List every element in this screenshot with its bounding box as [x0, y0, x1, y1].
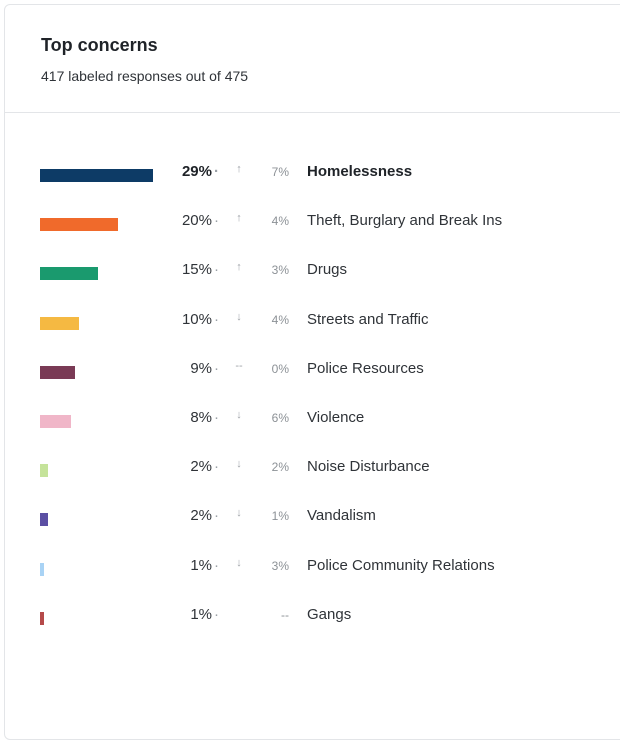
- concern-change: 3%: [271, 263, 289, 278]
- concern-change: 4%: [271, 214, 289, 229]
- concern-change: 7%: [271, 165, 289, 179]
- concern-label: Vandalism: [307, 507, 376, 525]
- concern-bar: [40, 414, 71, 428]
- concern-change: 0%: [271, 361, 289, 376]
- concern-change: 1%: [271, 509, 289, 524]
- concern-change: --: [281, 607, 289, 622]
- concern-row: 2% · ↓ 1% Vandalism: [5, 483, 620, 532]
- concern-row: 9% · -- 0% Police Resources: [5, 336, 620, 385]
- concern-row: 20% · ↑ 4% Theft, Burglary and Break Ins: [5, 188, 620, 237]
- separator-dot: ·: [214, 408, 219, 426]
- separator-dot: ·: [214, 261, 219, 279]
- concern-label: Police Resources: [307, 359, 424, 377]
- concern-label: Violence: [307, 408, 365, 426]
- concern-percent-value: 1%: [190, 556, 212, 574]
- concern-percent-value: 1%: [190, 605, 212, 623]
- separator-dot: ·: [214, 359, 219, 377]
- concern-percent: 10% ·: [137, 311, 219, 328]
- concern-percent-value: 2%: [190, 507, 212, 525]
- concern-bar: [40, 562, 44, 576]
- concern-row: 1% · ↓ 3% Police Community Relations: [5, 533, 620, 582]
- trend-arrow-icon: ↓: [236, 507, 242, 520]
- concerns-list: 29% · ↑ 7% Homelessness 20% · ↑ 4% Theft, Burglar…: [5, 113, 620, 631]
- trend-arrow-icon: ↓: [236, 556, 242, 569]
- concern-percent-value: 9%: [190, 359, 212, 377]
- trend-arrow-icon: ↓: [236, 310, 242, 323]
- separator-dot: ·: [214, 163, 219, 180]
- concern-bar: [40, 218, 118, 232]
- concern-percent-value: 10%: [181, 310, 212, 328]
- concern-percent: 2% ·: [137, 458, 219, 475]
- separator-dot: ·: [214, 212, 219, 230]
- concern-change: 3%: [271, 558, 289, 573]
- separator-dot: ·: [214, 310, 219, 328]
- concern-percent: 15% ·: [137, 261, 219, 278]
- concern-label: Theft, Burglary and Break Ins: [307, 212, 503, 230]
- concern-bar: [40, 365, 75, 379]
- trend-arrow-icon: ↑: [236, 212, 242, 225]
- concern-bar: [40, 464, 48, 478]
- concern-label: Noise Disturbance: [307, 458, 430, 476]
- card-header: Top concerns 417 labeled responses out o…: [5, 5, 620, 113]
- concern-row: 10% · ↓ 4% Streets and Traffic: [5, 287, 620, 336]
- concern-row: 29% · ↑ 7% Homelessness: [5, 139, 620, 188]
- concern-percent: 29% ·: [137, 163, 219, 180]
- concern-label: Police Community Relations: [307, 556, 495, 574]
- concern-row: 15% · ↑ 3% Drugs: [5, 237, 620, 286]
- concern-row: 2% · ↓ 2% Noise Disturbance: [5, 434, 620, 483]
- concern-percent: 1% ·: [137, 606, 219, 623]
- trend-arrow-icon: ↓: [236, 408, 242, 421]
- concern-percent-value: 2%: [190, 458, 212, 476]
- concern-percent: 8% ·: [137, 409, 219, 426]
- concern-percent: 20% ·: [137, 212, 219, 229]
- card-title: Top concerns: [41, 35, 158, 55]
- concern-percent: 1% ·: [137, 557, 219, 574]
- concern-percent: 9% ·: [137, 360, 219, 377]
- concern-bar: [40, 267, 98, 281]
- trend-arrow-icon: ↓: [236, 458, 242, 471]
- concern-change: 6%: [271, 410, 289, 425]
- concern-percent: 2% ·: [137, 507, 219, 524]
- trend-arrow-icon: ↑: [236, 261, 242, 274]
- concern-label: Streets and Traffic: [307, 310, 429, 328]
- concern-percent-value: 20%: [181, 212, 212, 230]
- concern-label: Drugs: [307, 261, 348, 279]
- concern-change: 2%: [271, 460, 289, 475]
- concern-row: 1% · -- Gangs: [5, 582, 620, 631]
- concern-row: 8% · ↓ 6% Violence: [5, 385, 620, 434]
- trend-arrow-icon: --: [235, 359, 243, 372]
- concern-percent-value: 15%: [181, 261, 212, 279]
- top-concerns-card: Top concerns 417 labeled responses out o…: [4, 4, 620, 740]
- concern-bar: [40, 316, 79, 330]
- concern-percent-value: 8%: [190, 408, 212, 426]
- concern-change: 4%: [271, 312, 289, 327]
- separator-dot: ·: [214, 556, 219, 574]
- concern-bar: [40, 611, 44, 625]
- separator-dot: ·: [214, 507, 219, 525]
- concern-bar: [40, 169, 153, 182]
- separator-dot: ·: [214, 458, 219, 476]
- separator-dot: ·: [214, 605, 219, 623]
- concern-bar: [40, 513, 48, 527]
- concern-label: Gangs: [307, 605, 352, 623]
- concern-percent-value: 29%: [181, 163, 212, 180]
- trend-arrow-icon: ↑: [236, 163, 242, 175]
- card-subtitle: 417 labeled responses out of 475: [41, 68, 249, 84]
- concern-label: Homelessness: [307, 163, 413, 180]
